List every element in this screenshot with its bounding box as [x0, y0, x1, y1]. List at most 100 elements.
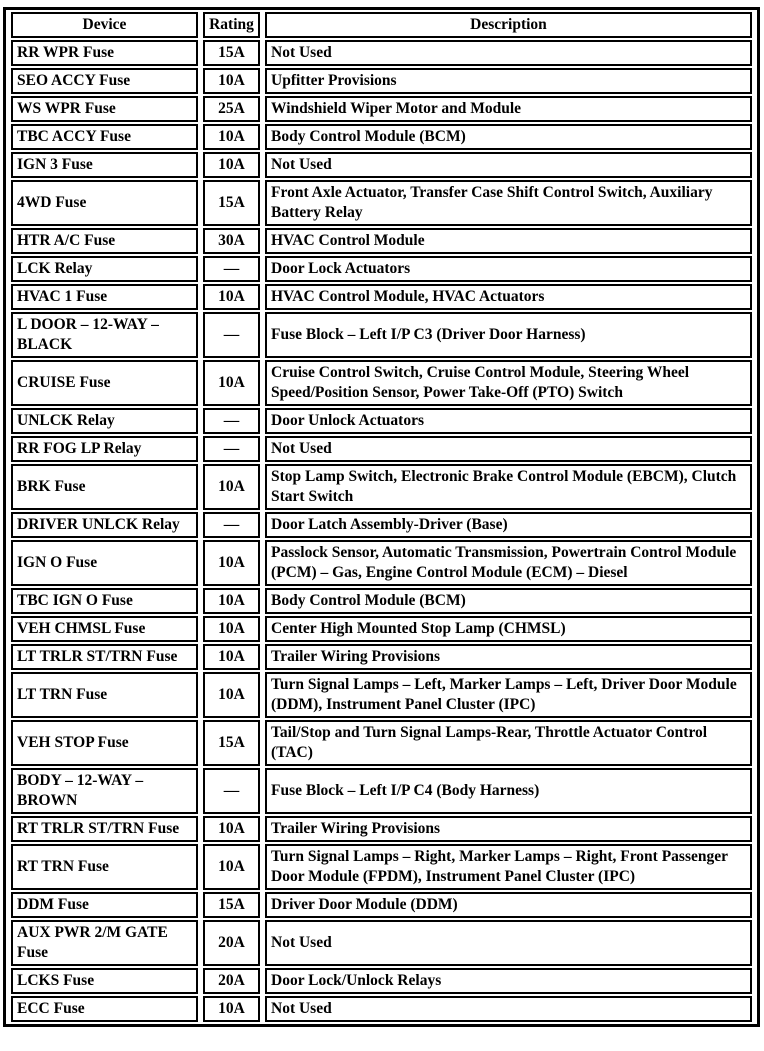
device-cell: IGN 3 Fuse — [11, 152, 198, 178]
description-cell: Tail/Stop and Turn Signal Lamps-Rear, Th… — [265, 720, 752, 766]
description-cell: Turn Signal Lamps – Left, Marker Lamps –… — [265, 672, 752, 718]
rating-cell: 10A — [203, 996, 260, 1022]
rating-cell: 25A — [203, 96, 260, 122]
table-body: RR WPR Fuse 15A Not Used SEO ACCY Fuse 1… — [11, 40, 752, 1022]
table-row: BODY – 12-WAY – BROWN — Fuse Block – Lef… — [11, 768, 752, 814]
table-row: IGN 3 Fuse 10A Not Used — [11, 152, 752, 178]
device-cell: BRK Fuse — [11, 464, 198, 510]
table-row: WS WPR Fuse 25A Windshield Wiper Motor a… — [11, 96, 752, 122]
description-cell: Driver Door Module (DDM) — [265, 892, 752, 918]
device-cell: AUX PWR 2/M GATE Fuse — [11, 920, 198, 966]
device-cell: DRIVER UNLCK Relay — [11, 512, 198, 538]
rating-cell: 30A — [203, 228, 260, 254]
device-cell: SEO ACCY Fuse — [11, 68, 198, 94]
table-row: TBC IGN O Fuse 10A Body Control Module (… — [11, 588, 752, 614]
table-row: TBC ACCY Fuse 10A Body Control Module (B… — [11, 124, 752, 150]
description-cell: HVAC Control Module, HVAC Actuators — [265, 284, 752, 310]
description-cell: Door Lock/Unlock Relays — [265, 968, 752, 994]
description-cell: Not Used — [265, 436, 752, 462]
table-row: RT TRLR ST/TRN Fuse 10A Trailer Wiring P… — [11, 816, 752, 842]
table-row: VEH STOP Fuse 15A Tail/Stop and Turn Sig… — [11, 720, 752, 766]
rating-cell: — — [203, 768, 260, 814]
device-cell: RR WPR Fuse — [11, 40, 198, 66]
rating-cell: 10A — [203, 844, 260, 890]
rating-cell: 10A — [203, 124, 260, 150]
rating-cell: 10A — [203, 588, 260, 614]
table-row: SEO ACCY Fuse 10A Upfitter Provisions — [11, 68, 752, 94]
table-row: ECC Fuse 10A Not Used — [11, 996, 752, 1022]
rating-cell: 15A — [203, 180, 260, 226]
device-cell: HTR A/C Fuse — [11, 228, 198, 254]
device-cell: LCKS Fuse — [11, 968, 198, 994]
description-cell: Center High Mounted Stop Lamp (CHMSL) — [265, 616, 752, 642]
rating-cell: 10A — [203, 152, 260, 178]
device-cell: 4WD Fuse — [11, 180, 198, 226]
table-row: 4WD Fuse 15A Front Axle Actuator, Transf… — [11, 180, 752, 226]
table-row: DRIVER UNLCK Relay — Door Latch Assembly… — [11, 512, 752, 538]
device-cell: TBC IGN O Fuse — [11, 588, 198, 614]
description-cell: Body Control Module (BCM) — [265, 124, 752, 150]
device-cell: UNLCK Relay — [11, 408, 198, 434]
description-cell: Door Lock Actuators — [265, 256, 752, 282]
device-cell: ECC Fuse — [11, 996, 198, 1022]
table-row: DDM Fuse 15A Driver Door Module (DDM) — [11, 892, 752, 918]
table-row: HTR A/C Fuse 30A HVAC Control Module — [11, 228, 752, 254]
device-cell: VEH CHMSL Fuse — [11, 616, 198, 642]
rating-cell: — — [203, 312, 260, 358]
table-row: RR WPR Fuse 15A Not Used — [11, 40, 752, 66]
rating-cell: — — [203, 408, 260, 434]
table-row: IGN O Fuse 10A Passlock Sensor, Automati… — [11, 540, 752, 586]
device-cell: RT TRN Fuse — [11, 844, 198, 890]
rating-cell: — — [203, 256, 260, 282]
table-row: CRUISE Fuse 10A Cruise Control Switch, C… — [11, 360, 752, 406]
description-cell: Windshield Wiper Motor and Module — [265, 96, 752, 122]
table-row: VEH CHMSL Fuse 10A Center High Mounted S… — [11, 616, 752, 642]
description-cell: Body Control Module (BCM) — [265, 588, 752, 614]
table-row: HVAC 1 Fuse 10A HVAC Control Module, HVA… — [11, 284, 752, 310]
description-cell: Trailer Wiring Provisions — [265, 816, 752, 842]
device-cell: LCK Relay — [11, 256, 198, 282]
device-cell: CRUISE Fuse — [11, 360, 198, 406]
table-row: L DOOR – 12-WAY – BLACK — Fuse Block – L… — [11, 312, 752, 358]
description-cell: Passlock Sensor, Automatic Transmission,… — [265, 540, 752, 586]
rating-cell: 15A — [203, 720, 260, 766]
description-cell: Trailer Wiring Provisions — [265, 644, 752, 670]
description-cell: Door Unlock Actuators — [265, 408, 752, 434]
device-cell: LT TRN Fuse — [11, 672, 198, 718]
device-cell: HVAC 1 Fuse — [11, 284, 198, 310]
device-cell: VEH STOP Fuse — [11, 720, 198, 766]
rating-cell: 20A — [203, 968, 260, 994]
rating-cell: 10A — [203, 644, 260, 670]
table-row: RR FOG LP Relay — Not Used — [11, 436, 752, 462]
description-cell: HVAC Control Module — [265, 228, 752, 254]
table-row: LT TRLR ST/TRN Fuse 10A Trailer Wiring P… — [11, 644, 752, 670]
column-header-device: Device — [11, 12, 198, 38]
table-row: LCKS Fuse 20A Door Lock/Unlock Relays — [11, 968, 752, 994]
table-row: LT TRN Fuse 10A Turn Signal Lamps – Left… — [11, 672, 752, 718]
rating-cell: 10A — [203, 464, 260, 510]
device-cell: IGN O Fuse — [11, 540, 198, 586]
device-cell: L DOOR – 12-WAY – BLACK — [11, 312, 198, 358]
rating-cell: 10A — [203, 284, 260, 310]
rating-cell: 10A — [203, 540, 260, 586]
column-header-rating: Rating — [203, 12, 260, 38]
device-cell: LT TRLR ST/TRN Fuse — [11, 644, 198, 670]
rating-cell: 15A — [203, 40, 260, 66]
description-cell: Upfitter Provisions — [265, 68, 752, 94]
table-header-row: Device Rating Description — [11, 12, 752, 38]
rating-cell: 20A — [203, 920, 260, 966]
description-cell: Fuse Block – Left I/P C4 (Body Harness) — [265, 768, 752, 814]
rating-cell: 10A — [203, 68, 260, 94]
device-cell: BODY – 12-WAY – BROWN — [11, 768, 198, 814]
table-row: AUX PWR 2/M GATE Fuse 20A Not Used — [11, 920, 752, 966]
description-cell: Front Axle Actuator, Transfer Case Shift… — [265, 180, 752, 226]
description-cell: Fuse Block – Left I/P C3 (Driver Door Ha… — [265, 312, 752, 358]
description-cell: Door Latch Assembly-Driver (Base) — [265, 512, 752, 538]
device-cell: TBC ACCY Fuse — [11, 124, 198, 150]
table-row: BRK Fuse 10A Stop Lamp Switch, Electroni… — [11, 464, 752, 510]
rating-cell: — — [203, 436, 260, 462]
column-header-description: Description — [265, 12, 752, 38]
fuse-rating-table: Device Rating Description RR WPR Fuse 15… — [3, 7, 760, 1027]
table-row: LCK Relay — Door Lock Actuators — [11, 256, 752, 282]
